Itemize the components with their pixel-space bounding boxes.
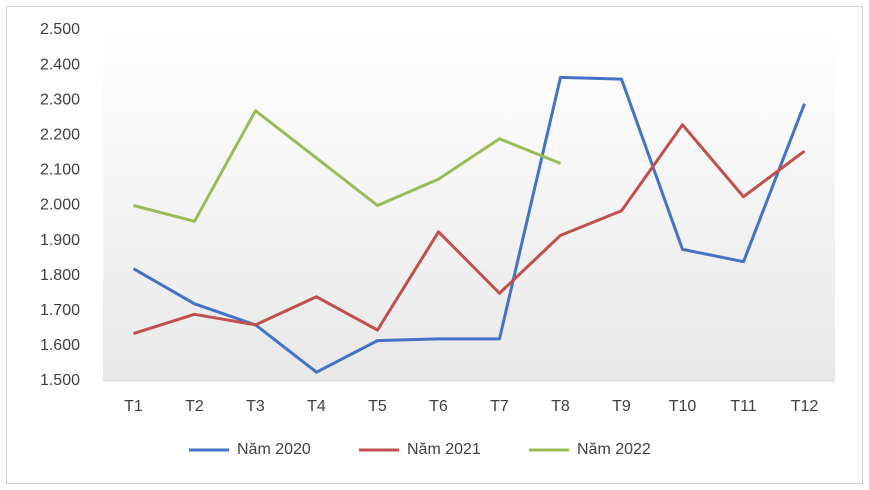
y-tick-label: 2.200 — [40, 127, 80, 144]
series-line — [133, 109, 562, 223]
legend-label: Năm 2022 — [577, 441, 651, 458]
x-tick-label: T10 — [669, 398, 697, 415]
y-tick-label: 2.500 — [40, 21, 80, 38]
y-tick-label: 1.800 — [40, 267, 80, 284]
y-tick-label: 2.300 — [40, 91, 80, 108]
series-line — [133, 123, 806, 336]
y-tick-label: 1.600 — [40, 337, 80, 354]
x-tick-label: T12 — [791, 398, 819, 415]
y-tick-label: 2.100 — [40, 162, 80, 179]
y-tick-label: 1.900 — [40, 232, 80, 249]
plot-area — [103, 30, 835, 381]
x-tick-label: T6 — [429, 398, 448, 415]
series-line — [132, 75, 806, 374]
y-tick-label: 1.700 — [40, 302, 80, 319]
y-tick-label: 2.400 — [40, 56, 80, 73]
legend-label: Năm 2021 — [407, 441, 481, 458]
legend-label: Năm 2020 — [237, 441, 311, 458]
x-tick-label: T5 — [368, 398, 387, 415]
x-tick-label: T2 — [185, 398, 204, 415]
x-tick-label: T8 — [551, 398, 570, 415]
x-tick-label: T7 — [490, 398, 509, 415]
y-tick-label: 1.500 — [40, 372, 80, 389]
x-tick-label: T3 — [246, 398, 265, 415]
y-tick-label: 2.000 — [40, 197, 80, 214]
x-tick-label: T11 — [730, 398, 756, 415]
x-tick-label: T9 — [612, 398, 631, 415]
x-tick-label: T1 — [124, 398, 143, 415]
x-tick-label: T4 — [307, 398, 326, 415]
